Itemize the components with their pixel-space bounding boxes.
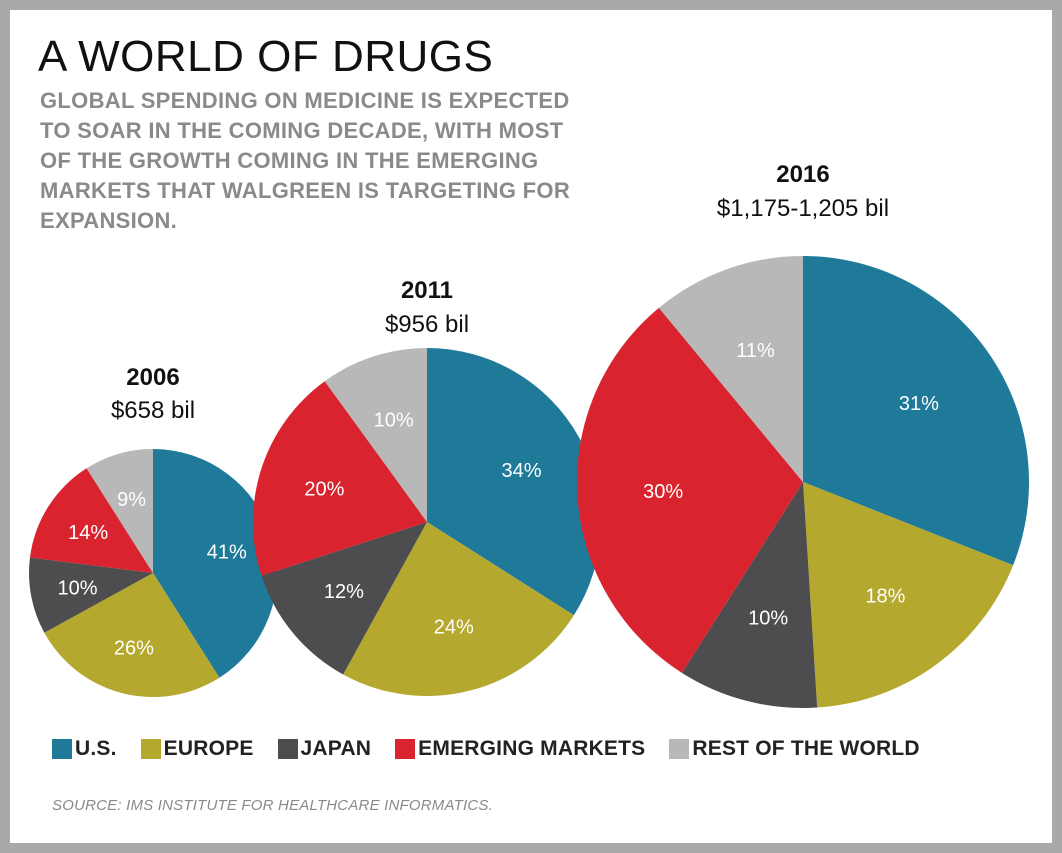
pie-2016-slice-emerging — [576, 307, 803, 673]
pie-2016-slice-europe — [803, 482, 1014, 708]
legend-label-europe: EUROPE — [163, 737, 254, 760]
legend-label-rest: REST OF THE WORLD — [692, 737, 920, 760]
legend-item-europe: EUROPE — [140, 737, 254, 761]
legend-item-rest: REST OF THE WORLD — [669, 737, 920, 761]
legend-swatch-europe — [140, 739, 161, 759]
pie-2016-year-label: 2016 — [776, 161, 829, 188]
pie-2016-total-label: $1,175-1,205 bil — [717, 195, 889, 222]
pie-2006-slice-europe — [44, 573, 220, 698]
pie-2006-label-us: 41% — [207, 542, 247, 564]
legend-item-emerging: EMERGING MARKETS — [395, 737, 645, 761]
pie-2006-slice-emerging — [29, 468, 154, 573]
pie-2016-slice-japan — [681, 482, 818, 708]
pie-2016-slice-us — [803, 256, 1030, 566]
pie-2016-label-us: 31% — [899, 393, 939, 415]
pie-2011-slice-europe — [343, 522, 574, 697]
pie-2011-slice-japan — [261, 522, 427, 675]
infographic-panel: A WORLD OF DRUGS GLOBAL SPENDING ON MEDI… — [10, 10, 1052, 843]
pie-2006-label-europe: 26% — [114, 638, 154, 660]
pie-2011-label-europe: 24% — [434, 617, 474, 639]
legend: U.S. EUROPE JAPAN EMERGING MARKETS REST … — [52, 737, 944, 761]
pie-2016-label-emerging: 30% — [643, 481, 683, 503]
pie-2006-label-emerging: 14% — [68, 522, 108, 544]
legend-label-japan: JAPAN — [300, 737, 372, 760]
chart-title: A WORLD OF DRUGS — [38, 32, 494, 81]
pie-2011-slice-emerging — [253, 381, 427, 576]
pie-2016-label-europe: 18% — [865, 585, 905, 607]
pie-2011-year-label: 2011 — [401, 277, 453, 304]
pie-2006-label-japan: 10% — [57, 577, 97, 599]
pie-2016-label-rest: 11% — [736, 340, 775, 362]
pie-2006-year-label: 2006 — [126, 364, 179, 391]
pie-2006-slice-us — [153, 449, 278, 678]
legend-item-us: U.S. — [52, 737, 117, 761]
pie-2006-total-label: $658 bil — [111, 397, 195, 424]
pie-2011-label-us: 34% — [501, 460, 541, 482]
pie-2011-slice-us — [427, 348, 601, 616]
chart-subtitle: GLOBAL SPENDING ON MEDICINE IS EXPECTED … — [40, 88, 571, 233]
pie-2006-label-rest: 9% — [117, 489, 146, 511]
pie-2011-label-rest: 10% — [374, 409, 414, 431]
source-note: SOURCE: IMS INSTITUTE FOR HEALTHCARE INF… — [52, 797, 493, 814]
pie-2006-slice-japan — [29, 557, 154, 633]
pie-2016-slice-rest — [658, 256, 803, 482]
legend-label-emerging: EMERGING MARKETS — [418, 737, 646, 760]
pie-2011-slice-rest — [324, 348, 427, 522]
pie-2016-label-japan: 10% — [748, 608, 788, 630]
legend-item-japan: JAPAN — [277, 737, 372, 761]
legend-swatch-us — [52, 739, 72, 759]
legend-label-us: U.S. — [75, 737, 117, 760]
pie-2011-label-japan: 12% — [324, 581, 364, 603]
pie-2011-total-label: $956 bil — [385, 311, 469, 338]
legend-swatch-rest — [669, 739, 690, 759]
pie-2011-label-emerging: 20% — [304, 479, 344, 501]
pie-charts: 41% 26% 10% 14% 9% 2006 $658 bil 34% 24% 12% 20% 10… — [29, 161, 1030, 708]
legend-swatch-emerging — [395, 739, 416, 759]
pie-2006-slice-rest — [86, 449, 153, 573]
legend-swatch-japan — [277, 739, 298, 759]
